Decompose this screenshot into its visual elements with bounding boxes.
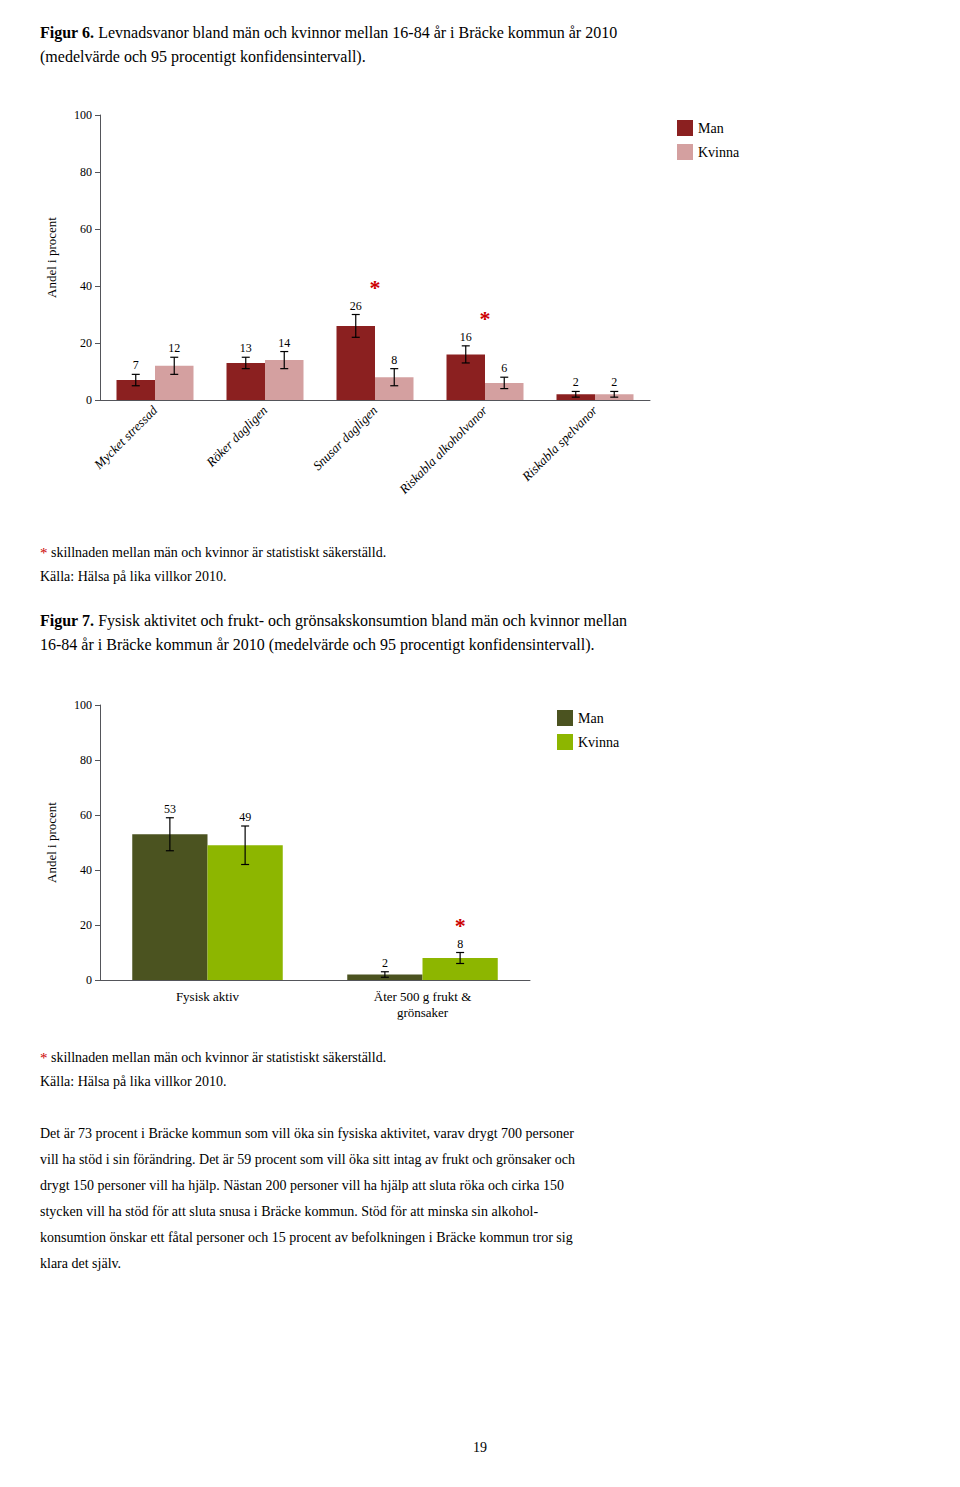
svg-text:20: 20 bbox=[80, 918, 92, 932]
svg-text:*: * bbox=[370, 275, 381, 300]
svg-text:100: 100 bbox=[74, 698, 92, 712]
svg-text:Källa: Hälsa på lika villkor 2: Källa: Hälsa på lika villkor 2010. bbox=[40, 1074, 227, 1089]
svg-text:Andel i procent: Andel i procent bbox=[44, 217, 59, 298]
svg-text:16-84 år i Bräcke kommun år 20: 16-84 år i Bräcke kommun år 2010 (medelv… bbox=[40, 636, 595, 654]
svg-text:8: 8 bbox=[391, 353, 397, 367]
svg-text:*: * bbox=[480, 306, 491, 331]
svg-text:53: 53 bbox=[164, 802, 176, 816]
svg-text:Äter 500 g frukt &: Äter 500 g frukt & bbox=[374, 989, 471, 1004]
svg-text:Levnadsvanor bland män och kvi: Levnadsvanor bland män och kvinnor mella… bbox=[94, 24, 617, 41]
svg-text:Det är 73 procent i Bräcke kom: Det är 73 procent i Bräcke kommun som vi… bbox=[40, 1126, 574, 1141]
svg-text:(medelvärde och 95 procentigt: (medelvärde och 95 procentigt konfidensi… bbox=[40, 48, 366, 66]
svg-text:80: 80 bbox=[80, 165, 92, 179]
svg-text:Andel i procent: Andel i procent bbox=[44, 802, 59, 883]
svg-text:Fysisk aktiv: Fysisk aktiv bbox=[176, 989, 240, 1004]
svg-text:40: 40 bbox=[80, 279, 92, 293]
svg-text:12: 12 bbox=[168, 341, 180, 355]
svg-text:60: 60 bbox=[80, 222, 92, 236]
svg-text:Källa: Hälsa på lika villkor 2: Källa: Hälsa på lika villkor 2010. bbox=[40, 569, 227, 584]
svg-text:Fysisk aktivitet och frukt- oc: Fysisk aktivitet och frukt- och grönsaks… bbox=[94, 612, 627, 630]
svg-text:8: 8 bbox=[457, 937, 463, 951]
svg-text:20: 20 bbox=[80, 336, 92, 350]
svg-text:*: * bbox=[40, 545, 48, 561]
svg-text:60: 60 bbox=[80, 808, 92, 822]
svg-text:Snusar dagligen: Snusar dagligen bbox=[310, 403, 381, 474]
svg-text:Mycket stressad: Mycket stressad bbox=[90, 402, 160, 472]
svg-text:13: 13 bbox=[240, 341, 252, 355]
svg-text:14: 14 bbox=[278, 336, 290, 350]
svg-text:Kvinna: Kvinna bbox=[578, 735, 620, 750]
svg-text:drygt 150 personer vill ha hjä: drygt 150 personer vill ha hjälp. Nästan… bbox=[40, 1178, 564, 1193]
svg-text:16: 16 bbox=[460, 330, 472, 344]
svg-text:konsumtion önskar ett fåtal pe: konsumtion önskar ett fåtal personer och… bbox=[40, 1230, 573, 1245]
svg-text:49: 49 bbox=[239, 810, 251, 824]
svg-text:2: 2 bbox=[573, 375, 579, 389]
svg-text:Man: Man bbox=[578, 711, 604, 726]
svg-text:40: 40 bbox=[80, 863, 92, 877]
svg-text:skillnaden mellan män och kvin: skillnaden mellan män och kvinnor är sta… bbox=[48, 1050, 387, 1065]
svg-text:100: 100 bbox=[74, 108, 92, 122]
svg-text:Riskabla spelvanor: Riskabla spelvanor bbox=[518, 402, 601, 485]
svg-text:grönsaker: grönsaker bbox=[397, 1005, 449, 1020]
svg-text:skillnaden mellan män och kvin: skillnaden mellan män och kvinnor är sta… bbox=[48, 545, 387, 560]
svg-text:19: 19 bbox=[473, 1440, 487, 1455]
svg-text:Man: Man bbox=[698, 121, 724, 136]
svg-text:80: 80 bbox=[80, 753, 92, 767]
svg-text:2: 2 bbox=[611, 375, 617, 389]
svg-text:2: 2 bbox=[382, 956, 388, 970]
svg-text:Figur 6.: Figur 6. bbox=[40, 24, 94, 42]
svg-text:6: 6 bbox=[501, 361, 507, 375]
svg-text:*: * bbox=[455, 913, 466, 938]
svg-text:*: * bbox=[40, 1050, 48, 1066]
svg-text:Röker dagligen: Röker dagligen bbox=[203, 403, 271, 471]
svg-text:0: 0 bbox=[86, 973, 92, 987]
svg-text:Figur 7.: Figur 7. bbox=[40, 612, 94, 630]
svg-text:klara det själv.: klara det själv. bbox=[40, 1256, 121, 1271]
svg-text:0: 0 bbox=[86, 393, 92, 407]
svg-text:vill ha stöd i sin förändring.: vill ha stöd i sin förändring. Det är 59… bbox=[40, 1152, 575, 1167]
svg-text:7: 7 bbox=[133, 358, 139, 372]
svg-text:stycken vill ha stöd för att s: stycken vill ha stöd för att sluta snusa… bbox=[40, 1204, 538, 1219]
svg-text:Kvinna: Kvinna bbox=[698, 145, 740, 160]
svg-text:Riskabla alkoholvanor: Riskabla alkoholvanor bbox=[396, 402, 491, 497]
svg-text:26: 26 bbox=[350, 299, 362, 313]
